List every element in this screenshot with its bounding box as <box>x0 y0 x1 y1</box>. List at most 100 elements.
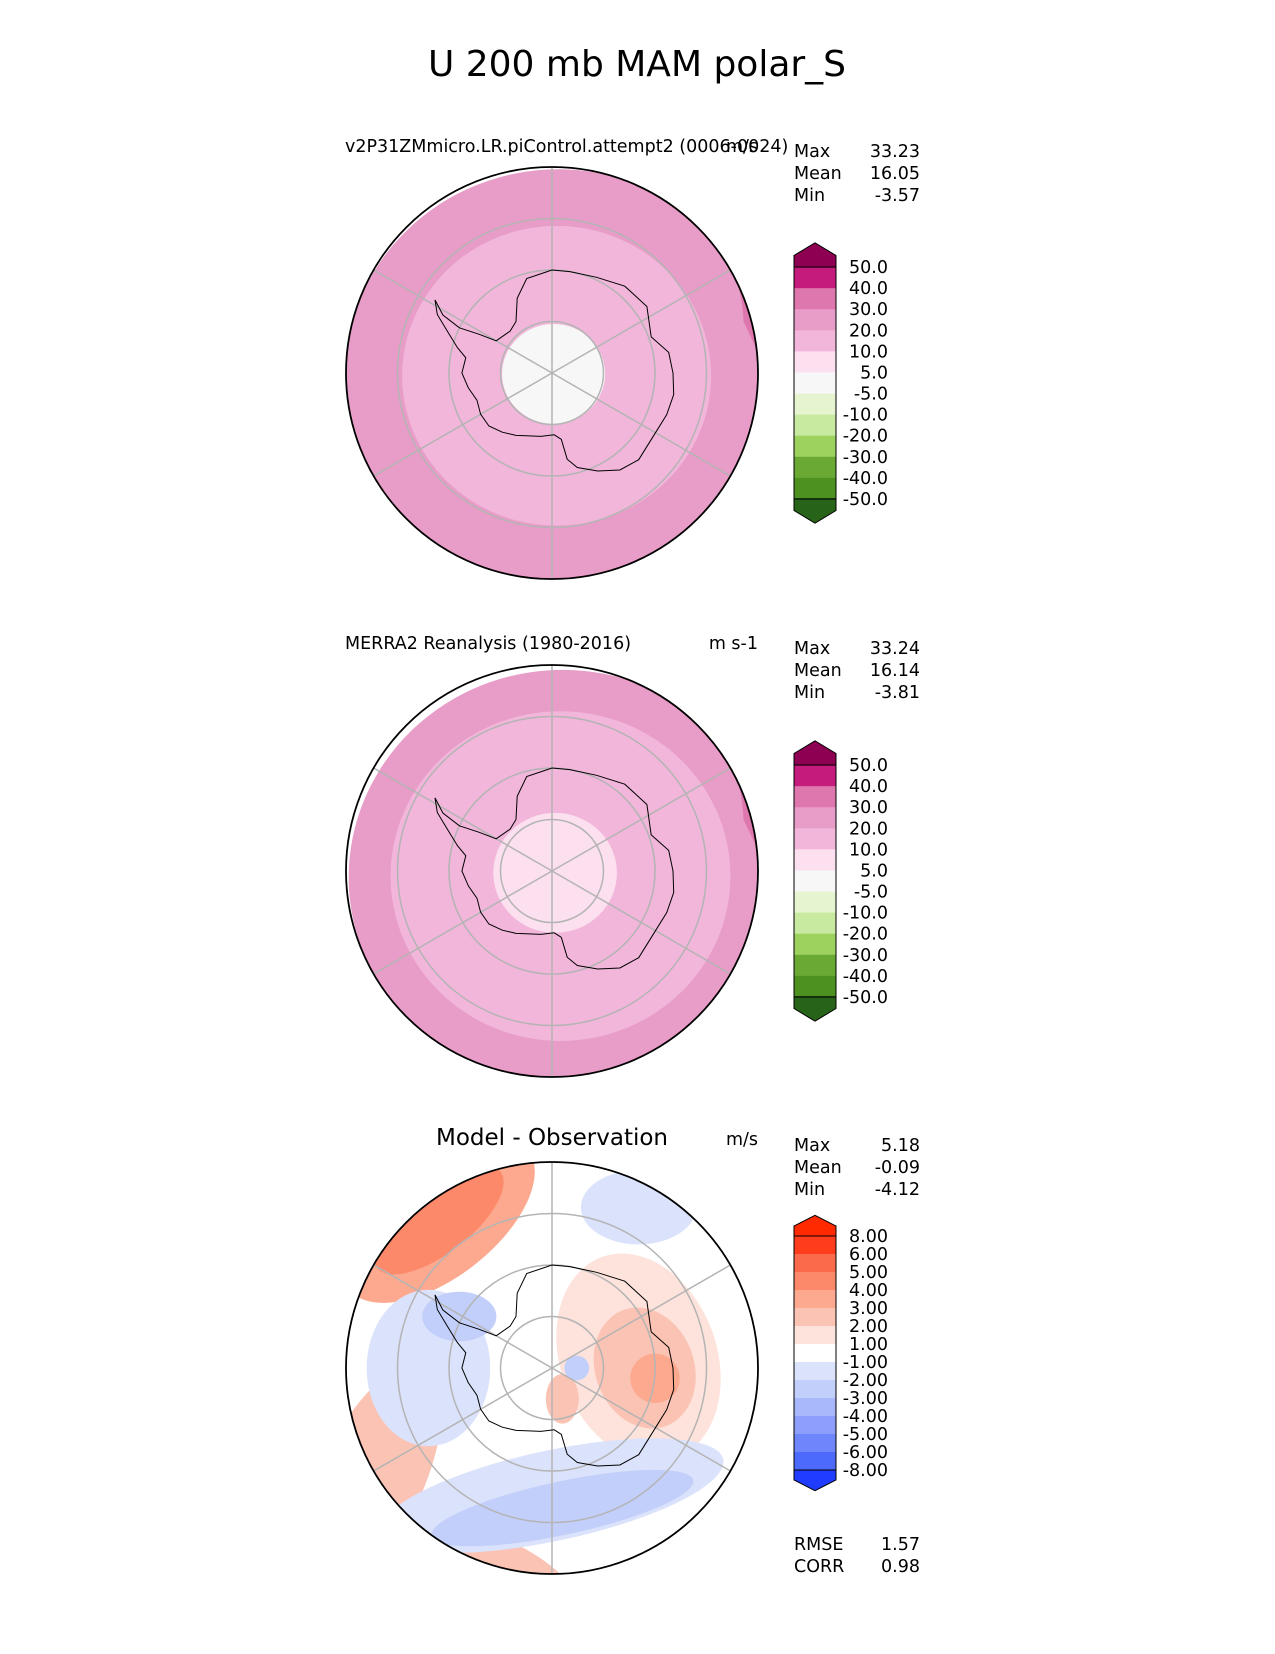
stat-label: Min <box>794 683 825 703</box>
colorbar-segment <box>794 954 836 977</box>
colorbar-frame <box>793 1235 837 1471</box>
panel-observation-title-left: MERRA2 Reanalysis (1980-2016) <box>345 634 631 654</box>
colorbar-tick-label: -20.0 <box>843 925 888 945</box>
colorbar-segment <box>794 975 836 998</box>
colorbar-tick-label: -4.00 <box>843 1407 888 1427</box>
colorbar-segment <box>794 330 836 352</box>
colorbar-segment <box>794 1380 836 1399</box>
map-grid-meridian <box>551 767 731 872</box>
map-grid-meridian <box>373 1264 553 1369</box>
colorbar-extend-min <box>793 996 837 1022</box>
map-grid-meridian <box>373 767 553 872</box>
colorbar-tick-label: 10.0 <box>849 840 888 860</box>
stat-value: -3.81 <box>875 683 920 703</box>
colorbar-segment <box>794 765 836 787</box>
map-grid-meridian <box>373 870 553 975</box>
colorbar-tick-label: 1.00 <box>849 1335 888 1355</box>
stat-value: 16.05 <box>870 164 920 184</box>
colorbar-tick-label: -50.0 <box>843 988 888 1008</box>
panel-difference: Model - Observation m/s Max 5.18 Mean -0.09… <box>345 1125 920 1577</box>
colorbar-segment <box>794 1434 836 1453</box>
map-grid-meridian <box>551 269 731 374</box>
map-grid-meridian <box>551 1367 731 1472</box>
stat-value: -4.12 <box>875 1180 920 1200</box>
stat-label: Mean <box>794 164 842 184</box>
colorbar-segment <box>794 807 836 829</box>
metric-label: RMSE <box>794 1535 843 1555</box>
map-boundary <box>345 166 759 580</box>
colorbar-segment <box>794 870 836 892</box>
difference-anomaly <box>431 1469 694 1547</box>
colorbar-tick-label: 10.0 <box>849 342 888 362</box>
colorbar-tick-label: 3.00 <box>849 1299 888 1319</box>
antarctica-coastline <box>434 1264 675 1467</box>
colorbar-segment <box>794 1452 836 1471</box>
stat-value: -3.57 <box>875 186 920 206</box>
colorbar-frame <box>793 764 837 998</box>
colorbar-frame <box>793 266 837 500</box>
colorbar-segment <box>794 1254 836 1273</box>
colorbar-tick-label: 40.0 <box>849 279 888 299</box>
difference-anomaly <box>373 1164 504 1275</box>
panel-model: v2P31ZMmicro.LR.piControl.attempt2 (0006… <box>345 137 920 580</box>
difference-anomaly <box>545 1374 579 1424</box>
difference-anomaly <box>564 1355 590 1381</box>
map-grid-meridian <box>551 372 731 477</box>
colorbar-segment <box>794 1308 836 1327</box>
colorbar-tick-label: 8.00 <box>849 1227 888 1247</box>
stat-label: Max <box>794 639 830 659</box>
panel-model-title-left: v2P31ZMmicro.LR.piControl.attempt2 (0006… <box>345 137 788 157</box>
colorbar-tick-label: -6.00 <box>843 1443 888 1463</box>
panel-model-stats: Max 33.23 Mean 16.05 Min -3.57 <box>794 142 920 206</box>
stat-value: 5.18 <box>881 1136 920 1156</box>
colorbar-segment <box>794 288 836 310</box>
colorbar-tick-label: -20.0 <box>843 427 888 447</box>
stat-label: Mean <box>794 661 842 681</box>
colorbar-tick-label: -8.00 <box>843 1461 888 1481</box>
colorbar-segment <box>794 786 836 808</box>
colorbar-tick-label: 40.0 <box>849 777 888 797</box>
colorbar-segment <box>794 1236 836 1255</box>
stat-label: Min <box>794 186 825 206</box>
colorbar-tick-label: -1.00 <box>843 1353 888 1373</box>
colorbar-segment <box>794 1272 836 1291</box>
colorbar-tick-label: -30.0 <box>843 448 888 468</box>
colorbar-segment <box>794 849 836 871</box>
colorbar-tick-label: 5.0 <box>860 861 888 881</box>
colorbar-tick-label: -50.0 <box>843 490 888 510</box>
map-grid-meridian <box>551 1264 731 1369</box>
metric-value: 1.57 <box>881 1535 920 1555</box>
colorbar-segment <box>794 435 836 458</box>
stat-label: Min <box>794 1180 825 1200</box>
panel-observation-title-right: m s-1 <box>709 634 758 654</box>
stat-label: Max <box>794 142 830 162</box>
colorbar-tick-label: -5.00 <box>843 1425 888 1445</box>
panel-difference-map <box>345 1161 759 1575</box>
colorbar-tick-label: -30.0 <box>843 946 888 966</box>
colorbar-tick-label: 30.0 <box>849 798 888 818</box>
panel-difference-title-right: m/s <box>726 1130 758 1150</box>
colorbar-segment <box>794 414 836 437</box>
panel-difference-colorbar: 8.006.005.004.003.002.001.00-1.00-2.00-3… <box>793 1214 888 1492</box>
panel-model-title-right: m/s <box>726 137 758 157</box>
stat-value: 33.24 <box>870 639 920 659</box>
colorbar-tick-label: 30.0 <box>849 300 888 320</box>
map-grid-meridian <box>551 870 731 975</box>
colorbar-segment <box>794 309 836 331</box>
colorbar-tick-label: 2.00 <box>849 1317 888 1337</box>
panel-observation-stats: Max 33.24 Mean 16.14 Min -3.81 <box>794 639 920 703</box>
colorbar-segment <box>794 1326 836 1345</box>
colorbar-segment <box>794 1362 836 1381</box>
colorbar-segment <box>794 393 836 416</box>
colorbar-segment <box>794 267 836 289</box>
colorbar-segment <box>794 828 836 850</box>
panel-observation-map <box>345 664 759 1078</box>
colorbar-tick-label: -10.0 <box>843 904 888 924</box>
colorbar-tick-label: 5.0 <box>860 363 888 383</box>
colorbar-extend-max <box>793 740 837 766</box>
stat-value: 16.14 <box>870 661 920 681</box>
map-grid-meridian <box>373 372 553 477</box>
antarctica-coastline <box>434 269 675 472</box>
colorbar-tick-label: 6.00 <box>849 1245 888 1265</box>
